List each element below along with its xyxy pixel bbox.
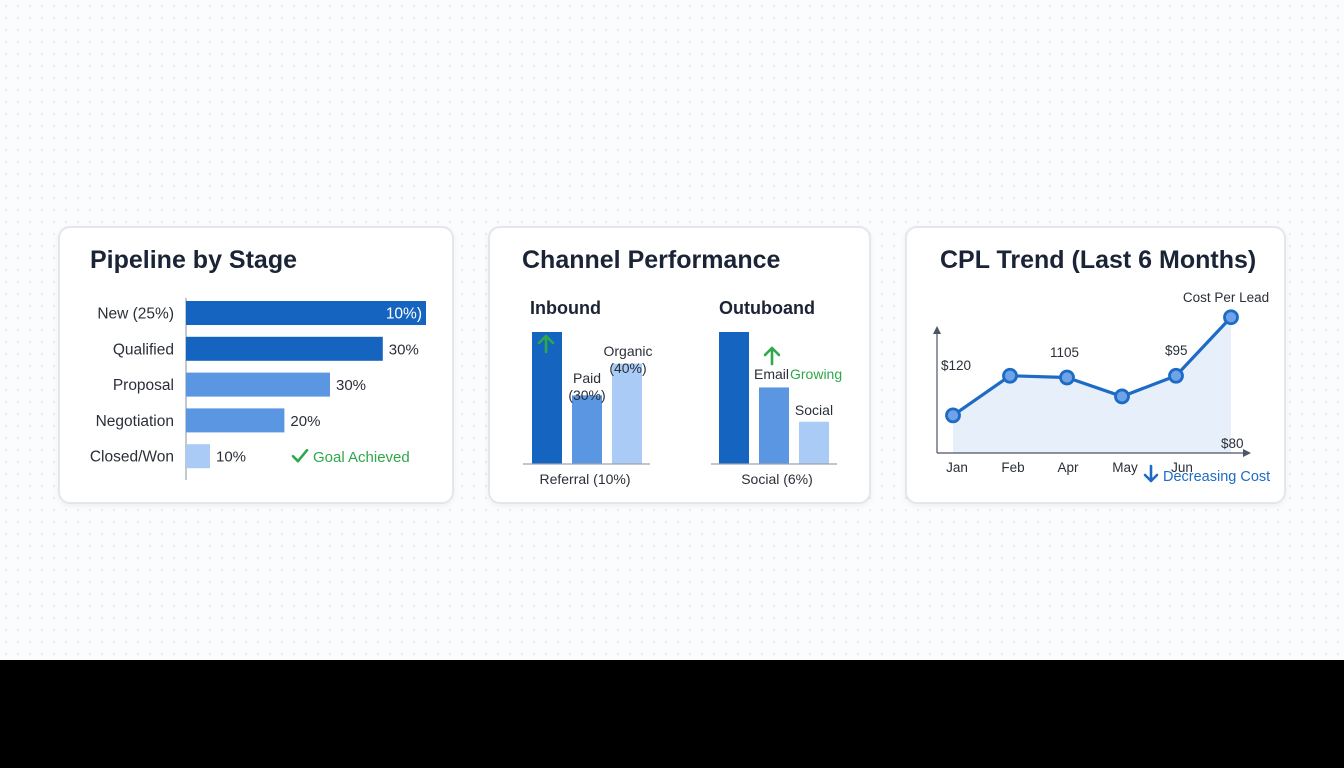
- channel-bar: [719, 332, 749, 464]
- pipeline-value-label: 30%: [336, 377, 366, 394]
- pipeline-title: Pipeline by Stage: [90, 246, 298, 274]
- cpl-area: [953, 317, 1231, 453]
- pipeline-bar: [186, 336, 383, 361]
- decreasing-cost-label: Decreasing Cost: [1163, 469, 1270, 485]
- channel-bar-label: Organic: [603, 343, 652, 359]
- letterbox-bar: [0, 660, 1344, 768]
- channel-x-label: Referral (10%): [539, 471, 630, 487]
- cpl-title: CPL Trend (Last 6 Months): [940, 246, 1257, 274]
- cpl-point-label: $95: [1165, 343, 1188, 358]
- cpl-point-label: $80: [1221, 436, 1244, 451]
- channel-x-label: Social (6%): [741, 471, 813, 487]
- cpl-x-tick: Feb: [1001, 460, 1024, 475]
- channel-group-title: Inbound: [530, 298, 601, 318]
- pipeline-category-label: Negotiation: [96, 413, 174, 430]
- pipeline-value-label: 10%: [216, 449, 246, 466]
- pipeline-value-label: 30%: [389, 341, 419, 358]
- cpl-chart: Cost Per Lead $120 1105 $95 $80 Jan Feb Apr May J…: [933, 290, 1270, 485]
- cpl-x-tick: Jun: [1171, 460, 1193, 475]
- channel-bar: [759, 387, 789, 464]
- channel-bar: [532, 332, 562, 464]
- growing-callout: Growing: [790, 366, 842, 382]
- cpl-line: [952, 316, 1233, 417]
- channel-title: Channel Performance: [522, 246, 781, 274]
- pipeline-value-label: 10%): [386, 306, 422, 323]
- cpl-point: [1168, 367, 1184, 384]
- arrow-up-icon: [763, 346, 781, 366]
- pipeline-bar: [186, 301, 426, 325]
- cpl-y-axis-arrow: [933, 326, 941, 334]
- channel-bar: [799, 421, 829, 464]
- cpl-x-tick: May: [1112, 460, 1138, 475]
- cpl-x-tick: Jan: [946, 460, 968, 475]
- pipeline-bar: [186, 372, 330, 397]
- cpl-point: [1223, 309, 1239, 326]
- channel-bar-label: (40%): [609, 360, 646, 376]
- pipeline-chart: New (25%) 10%) Qualified 30% Proposal 30% Nego…: [90, 298, 426, 480]
- cpl-series-label: Cost Per Lead: [1183, 290, 1269, 305]
- channel-bar-label: (30%): [568, 387, 605, 403]
- pipeline-value-label: 20%: [290, 413, 320, 430]
- cpl-point: [1114, 388, 1130, 405]
- pipeline-category-label: Qualified: [113, 341, 174, 358]
- pipeline-card: Pipeline by Stage New (25%) 10%) Qualified…: [58, 226, 454, 504]
- channel-bar-label: Email: [754, 366, 789, 382]
- channel-bar-label: Social: [795, 402, 833, 418]
- channel-bar-label: Paid: [573, 370, 601, 386]
- pipeline-category-label: Closed/Won: [90, 449, 174, 466]
- channel-bar: [572, 395, 602, 464]
- check-icon: [291, 448, 309, 463]
- pipeline-bar: [186, 444, 210, 469]
- cpl-point: [945, 407, 961, 424]
- pipeline-category-label: New (25%): [97, 306, 174, 323]
- cpl-x-axis-arrow: [1243, 449, 1251, 457]
- cpl-point-label: $120: [941, 358, 971, 373]
- channel-group-title: Outuboand: [719, 298, 815, 318]
- channel-card: Channel Performance Inbound Referral (10%…: [488, 226, 871, 504]
- arrow-down-icon: [1143, 464, 1159, 483]
- cpl-point: [1059, 369, 1075, 386]
- goal-achieved-label: Goal Achieved: [313, 449, 410, 466]
- cpl-point: [1002, 367, 1018, 384]
- channel-bar: [612, 363, 642, 464]
- pipeline-category-label: Proposal: [113, 377, 174, 394]
- cpl-point-label: 1105: [1050, 345, 1079, 360]
- cpl-x-tick: Apr: [1057, 460, 1079, 475]
- cpl-card: CPL Trend (Last 6 Months) Cost Per Lead $…: [905, 226, 1286, 504]
- arrow-up-icon: [537, 334, 555, 354]
- pipeline-bar: [186, 408, 285, 433]
- channel-chart: Inbound Referral (10%) Outuboand Social (6%…: [523, 298, 842, 487]
